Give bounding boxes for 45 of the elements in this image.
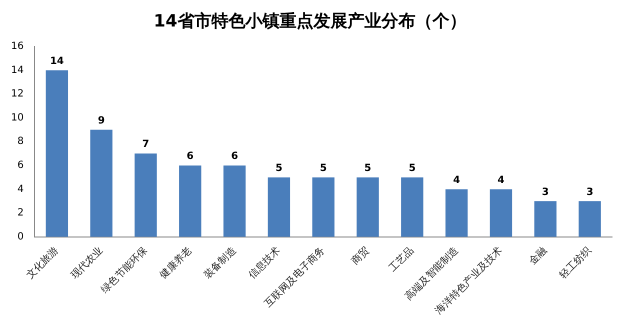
bar (445, 189, 468, 237)
bar (134, 154, 157, 237)
data-label: 7 (142, 139, 150, 150)
x-tick-label: 工艺品 (386, 244, 416, 274)
x-tick-label: 轻工纺织 (556, 244, 594, 282)
bar (534, 201, 556, 237)
data-label: 3 (586, 186, 594, 198)
data-label: 5 (275, 162, 282, 174)
bar (578, 201, 601, 237)
bar (223, 165, 246, 237)
y-tick-label: 12 (10, 88, 24, 100)
x-tick-label: 文化旅游 (24, 244, 61, 282)
y-tick-label: 2 (17, 208, 24, 219)
y-tick-label: 10 (10, 112, 24, 124)
x-tick-label: 装备制造 (202, 244, 239, 282)
bar (268, 177, 290, 237)
x-tick-label: 健康养老 (157, 244, 194, 282)
bar (179, 165, 202, 237)
y-tick-label: 4 (17, 184, 24, 195)
data-label: 6 (231, 151, 238, 162)
y-tick-label: 8 (17, 136, 24, 148)
bar (356, 177, 379, 237)
bar (90, 130, 112, 237)
data-label: 5 (408, 162, 416, 174)
data-label: 4 (453, 174, 460, 186)
bar (401, 177, 424, 237)
data-label: 5 (320, 162, 327, 174)
x-tick-label: 信息技术 (246, 244, 283, 282)
x-tick-label: 金融 (526, 244, 550, 268)
bar (490, 189, 512, 237)
x-tick-label: 商贸 (349, 244, 372, 268)
bar (312, 177, 334, 237)
y-tick-label: 14 (10, 64, 24, 76)
data-label: 3 (542, 186, 549, 198)
data-label: 5 (364, 162, 372, 174)
y-tick-label: 16 (10, 40, 24, 52)
x-tick-label: 现代农业 (68, 244, 106, 282)
bar (46, 70, 68, 237)
data-label: 14 (50, 56, 64, 67)
data-label: 6 (186, 151, 194, 162)
data-label: 9 (98, 115, 105, 126)
chart-title: 14省市特色小镇重点发展产业分布（个） (154, 12, 466, 32)
y-tick-label: 0 (17, 231, 24, 242)
y-tick-label: 6 (17, 160, 24, 172)
data-label: 4 (498, 174, 504, 186)
